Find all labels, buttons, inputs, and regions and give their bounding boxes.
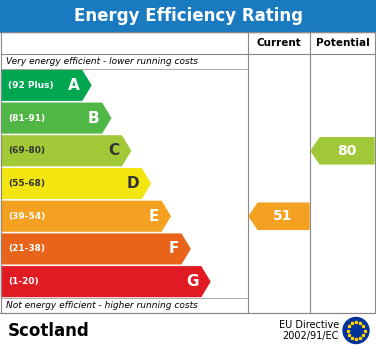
Polygon shape [2, 201, 170, 231]
Polygon shape [2, 136, 130, 166]
Text: 2002/91/EC: 2002/91/EC [283, 331, 339, 340]
Circle shape [343, 317, 369, 343]
Text: 51: 51 [273, 209, 293, 223]
Text: Very energy efficient - lower running costs: Very energy efficient - lower running co… [6, 57, 198, 66]
Polygon shape [2, 234, 190, 264]
Polygon shape [2, 169, 150, 198]
Text: (1-20): (1-20) [8, 277, 39, 286]
Text: Scotland: Scotland [8, 322, 90, 340]
Polygon shape [249, 203, 309, 229]
Polygon shape [2, 71, 91, 100]
Polygon shape [2, 267, 210, 296]
Text: E: E [149, 209, 159, 224]
Text: C: C [108, 143, 120, 158]
Text: B: B [88, 111, 100, 126]
Text: G: G [186, 274, 199, 289]
Text: (21-38): (21-38) [8, 244, 45, 253]
Text: (81-91): (81-91) [8, 113, 45, 122]
Polygon shape [311, 138, 374, 164]
Text: A: A [68, 78, 80, 93]
Text: (39-54): (39-54) [8, 212, 45, 221]
Text: (55-68): (55-68) [8, 179, 45, 188]
Text: F: F [169, 242, 179, 256]
Text: Not energy efficient - higher running costs: Not energy efficient - higher running co… [6, 301, 198, 310]
Text: EU Directive: EU Directive [279, 321, 339, 331]
Text: (69-80): (69-80) [8, 146, 45, 155]
Text: Potential: Potential [316, 38, 370, 48]
Text: 80: 80 [337, 144, 356, 158]
Bar [1, 32, 375, 313]
Text: Current: Current [257, 38, 302, 48]
Text: Energy Efficiency Rating: Energy Efficiency Rating [73, 7, 303, 25]
Text: (92 Plus): (92 Plus) [8, 81, 54, 90]
Bar [0, 0, 376, 32]
Bar [0, 313, 376, 348]
Polygon shape [2, 103, 111, 133]
Text: D: D [127, 176, 139, 191]
